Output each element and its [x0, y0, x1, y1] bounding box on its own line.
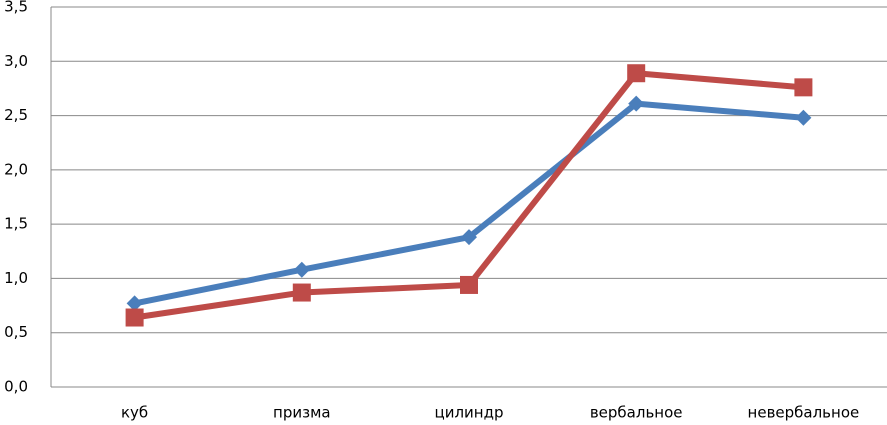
y-tick-label: 1,5 [4, 215, 28, 233]
x-tick-label: вербальное [590, 404, 683, 422]
y-tick-label: 0,0 [4, 378, 28, 396]
marker [125, 308, 144, 327]
x-tick-label: цилиндр [435, 404, 504, 422]
x-tick-label: куб [121, 404, 148, 422]
y-tick-label: 1,0 [4, 269, 28, 287]
x-tick-label: невербальное [748, 404, 860, 422]
marker [460, 275, 478, 294]
x-tick-label: призма [273, 404, 331, 422]
y-tick-label: 3,0 [4, 52, 28, 70]
marker [795, 109, 812, 126]
marker [292, 283, 311, 302]
marker [293, 261, 310, 278]
marker [628, 95, 645, 112]
marker [794, 78, 813, 97]
y-tick-label: 2,5 [4, 106, 28, 124]
series-line [134, 100, 804, 307]
y-tick-label: 3,5 [4, 0, 28, 16]
marker [461, 229, 477, 246]
y-tick-label: 2,0 [4, 160, 28, 178]
marker [627, 64, 646, 83]
marker [126, 295, 143, 312]
y-tick-label: 0,5 [4, 323, 28, 341]
